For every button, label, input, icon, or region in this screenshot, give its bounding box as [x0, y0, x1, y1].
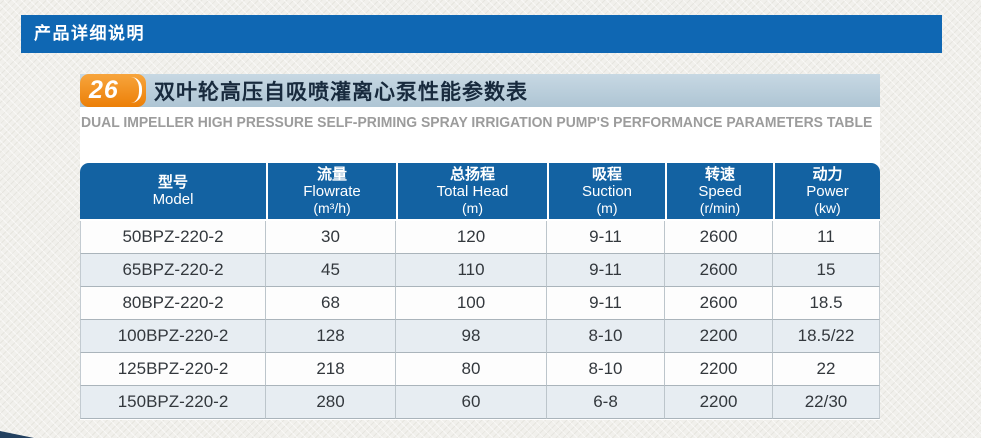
table-body: 50BPZ-220-2 30 120 9-11 2600 11 65BPZ-220-2 45 1… — [80, 221, 880, 419]
column-header-zh: 型号 — [157, 174, 188, 191]
value-cell: 68 — [266, 287, 396, 320]
value-cell: 30 — [266, 221, 396, 254]
column-header-total-head: 总扬程 Total Head (m) — [396, 163, 547, 221]
column-header-en: Total Head — [436, 183, 509, 200]
value-cell: 9-11 — [547, 287, 665, 320]
table-header-row: 型号 Model 流量 Flowrate (m³/h) 总扬程 Total Head (m) 吸… — [80, 163, 880, 221]
column-header-model: 型号 Model — [80, 163, 266, 221]
index-badge: 26 — [80, 74, 146, 107]
value-cell: 15 — [773, 254, 880, 287]
table-row: 50BPZ-220-2 30 120 9-11 2600 11 — [80, 221, 880, 254]
table-row: 150BPZ-220-2 280 60 6-8 2200 22/30 — [80, 386, 880, 419]
value-cell: 80 — [396, 353, 547, 386]
value-cell: 8-10 — [547, 353, 665, 386]
section-header-label: 产品详细说明 — [34, 24, 145, 43]
column-header-unit: (kw) — [814, 200, 841, 216]
index-badge-number: 26 — [89, 76, 119, 104]
value-cell: 2200 — [665, 320, 773, 353]
value-cell: 2200 — [665, 353, 773, 386]
value-cell: 100 — [396, 287, 547, 320]
model-cell: 125BPZ-220-2 — [80, 353, 266, 386]
value-cell: 18.5 — [773, 287, 880, 320]
table-row: 100BPZ-220-2 128 98 8-10 2200 18.5/22 — [80, 320, 880, 353]
value-cell: 2600 — [665, 287, 773, 320]
column-header-zh: 流量 — [316, 166, 347, 183]
content-panel: 26 双叶轮高压自吸喷灌离心泵性能参数表 DUAL IMPELLER HIGH … — [80, 74, 880, 420]
value-cell: 8-10 — [547, 320, 665, 353]
section-header-bar: 产品详细说明 — [21, 15, 942, 53]
column-header-unit: (m³/h) — [313, 200, 351, 216]
value-cell: 22 — [773, 353, 880, 386]
column-header-unit: (r/min) — [699, 200, 741, 216]
page-title: 双叶轮高压自吸喷灌离心泵性能参数表 — [154, 80, 528, 104]
model-cell: 100BPZ-220-2 — [80, 320, 266, 353]
value-cell: 11 — [773, 221, 880, 254]
corner-wedge-decoration — [0, 431, 34, 438]
value-cell: 110 — [396, 254, 547, 287]
value-cell: 120 — [396, 221, 547, 254]
value-cell: 128 — [266, 320, 396, 353]
model-cell: 80BPZ-220-2 — [80, 287, 266, 320]
column-header-zh: 动力 — [812, 166, 843, 183]
value-cell: 9-11 — [547, 221, 665, 254]
value-cell: 2600 — [665, 254, 773, 287]
value-cell: 2600 — [665, 221, 773, 254]
value-cell: 45 — [266, 254, 396, 287]
badge-arc-decoration — [131, 77, 142, 103]
page-subtitle: DUAL IMPELLER HIGH PRESSURE SELF-PRIMING… — [81, 114, 873, 131]
title-band: 26 双叶轮高压自吸喷灌离心泵性能参数表 — [80, 74, 880, 107]
value-cell: 60 — [396, 386, 547, 419]
column-header-en: Power — [806, 183, 849, 200]
value-cell: 280 — [266, 386, 396, 419]
column-header-zh: 吸程 — [591, 166, 622, 183]
column-header-en: Speed — [698, 183, 742, 200]
model-cell: 150BPZ-220-2 — [80, 386, 266, 419]
model-cell: 65BPZ-220-2 — [80, 254, 266, 287]
column-header-unit: (m) — [462, 200, 483, 216]
performance-parameters-table: 型号 Model 流量 Flowrate (m³/h) 总扬程 Total Head (m) 吸… — [80, 163, 880, 419]
value-cell: 6-8 — [547, 386, 665, 419]
table-row: 80BPZ-220-2 68 100 9-11 2600 18.5 — [80, 287, 880, 320]
value-cell: 218 — [266, 353, 396, 386]
table-header: 型号 Model 流量 Flowrate (m³/h) 总扬程 Total Head (m) 吸… — [80, 163, 880, 221]
table-row: 125BPZ-220-2 218 80 8-10 2200 22 — [80, 353, 880, 386]
value-cell: 98 — [396, 320, 547, 353]
column-header-en: Flowrate — [303, 183, 361, 200]
column-header-zh: 总扬程 — [449, 166, 495, 183]
column-header-en: Model — [152, 191, 194, 208]
column-header-power: 动力 Power (kw) — [773, 163, 880, 221]
column-header-zh: 转速 — [704, 166, 735, 183]
value-cell: 22/30 — [773, 386, 880, 419]
column-header-flowrate: 流量 Flowrate (m³/h) — [266, 163, 396, 221]
value-cell: 18.5/22 — [773, 320, 880, 353]
column-header-speed: 转速 Speed (r/min) — [665, 163, 773, 221]
value-cell: 2200 — [665, 386, 773, 419]
column-header-unit: (m) — [596, 200, 618, 216]
value-cell: 9-11 — [547, 254, 665, 287]
model-cell: 50BPZ-220-2 — [80, 221, 266, 254]
column-header-en: Suction — [581, 183, 633, 200]
table-row: 65BPZ-220-2 45 110 9-11 2600 15 — [80, 254, 880, 287]
column-header-suction: 吸程 Suction (m) — [547, 163, 665, 221]
